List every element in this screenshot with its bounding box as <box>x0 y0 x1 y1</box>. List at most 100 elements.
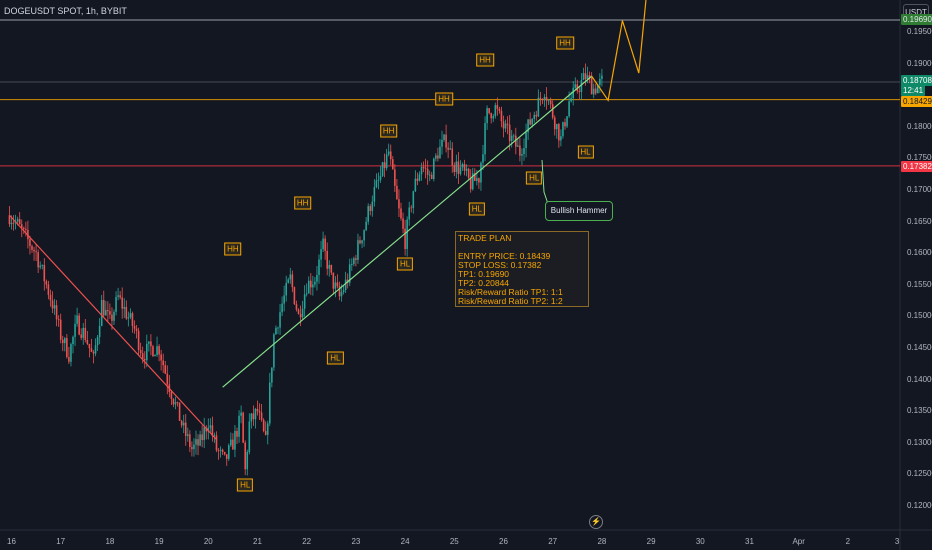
candle-body <box>187 434 189 437</box>
candle-body <box>150 341 152 347</box>
trade-plan-title: TRADE PLAN <box>458 233 512 243</box>
candle-body <box>109 311 111 315</box>
candle-body <box>512 135 515 137</box>
candle-body <box>435 155 437 159</box>
swing-label-hh: HH <box>556 36 574 50</box>
candle-body <box>279 312 281 328</box>
candle-body <box>379 175 382 180</box>
candle-body <box>88 343 91 349</box>
candle-body <box>162 360 164 366</box>
candle-body <box>207 427 210 432</box>
candle-body <box>508 124 511 141</box>
candle-body <box>592 88 595 95</box>
candle-body <box>348 264 351 283</box>
time-tick-label: 22 <box>302 537 312 546</box>
candle-body <box>68 357 70 362</box>
candle-body <box>531 118 533 125</box>
swing-label-hh: HH <box>224 242 242 256</box>
candle-body <box>502 121 505 129</box>
candle-body <box>201 434 203 441</box>
candle-body <box>131 313 134 327</box>
candle-body <box>529 119 531 125</box>
candle-body <box>519 145 521 156</box>
countdown-tag: 12:41 <box>901 85 926 97</box>
candle-body <box>314 281 316 285</box>
swing-label-hl: HL <box>327 351 344 365</box>
candle-body <box>383 162 386 169</box>
candle-body <box>582 73 585 81</box>
candle-body <box>590 77 593 95</box>
candle-body <box>486 108 488 124</box>
candle-body <box>221 449 224 452</box>
candle-body <box>433 158 435 179</box>
time-tick-label: 18 <box>105 537 115 546</box>
candle-body <box>203 427 205 441</box>
candle-body <box>199 434 201 446</box>
time-tick-label: 21 <box>253 537 262 546</box>
symbol-title: DOGEUSDT SPOT, 1h, BYBIT <box>4 6 127 16</box>
candle-body <box>574 84 577 88</box>
candle-body <box>332 272 335 289</box>
candle-body <box>195 439 197 445</box>
candle-body <box>385 154 388 169</box>
candle-body <box>37 252 39 268</box>
candle-body <box>105 309 107 316</box>
candle-body <box>488 108 490 114</box>
candle-body <box>234 430 236 450</box>
candle-body <box>172 398 175 405</box>
candle-body <box>482 154 484 163</box>
time-tick-label: 29 <box>646 537 656 546</box>
candle-body <box>154 354 156 357</box>
candle-body <box>82 327 85 338</box>
candle-body <box>389 151 392 160</box>
candle-body <box>525 132 527 149</box>
swing-label-hl: HL <box>577 145 594 159</box>
candle-body <box>262 419 265 432</box>
swing-label-hl: HL <box>237 478 254 492</box>
candle-body <box>584 73 587 80</box>
candle-body <box>371 201 374 211</box>
candle-body <box>135 328 138 331</box>
candle-body <box>523 148 525 155</box>
candle-body <box>266 423 269 435</box>
candle-body <box>8 215 11 225</box>
candle-body <box>420 167 423 175</box>
candle-body <box>461 164 464 168</box>
candle-body <box>316 274 318 282</box>
candle-body <box>310 280 312 288</box>
candle-body <box>594 88 597 94</box>
time-tick-label: 26 <box>499 537 508 546</box>
candle-body <box>455 161 458 173</box>
candle-body <box>178 402 181 421</box>
candle-body <box>494 105 497 117</box>
candle-body <box>387 151 390 155</box>
trade-plan-stop: STOP LOSS: 0.17382 <box>458 260 542 270</box>
stop-price-tag: 0.17382 <box>901 160 932 172</box>
candle-body <box>527 119 529 133</box>
candle-body <box>326 251 328 269</box>
lightning-icon[interactable]: ⚡ <box>589 515 603 529</box>
candle-body <box>543 96 546 101</box>
candle-body <box>521 154 523 156</box>
candle-body <box>72 336 74 345</box>
candle-body <box>453 165 456 173</box>
time-tick-label: 28 <box>597 537 607 546</box>
candle-body <box>515 135 517 147</box>
candle-body <box>94 345 97 354</box>
candle-body <box>353 258 355 265</box>
candle-body <box>535 114 538 117</box>
bullish-hammer-callout: Bullish Hammer <box>545 201 613 221</box>
candle-body <box>191 447 193 450</box>
candle-body <box>182 422 185 426</box>
candle-body <box>125 306 128 319</box>
candle-body <box>250 413 253 422</box>
last-price-tag: 0.18708 <box>901 75 932 87</box>
candle-body <box>549 100 552 105</box>
candle-body <box>517 145 519 147</box>
candle-body <box>45 281 48 285</box>
candle-body <box>597 84 599 94</box>
